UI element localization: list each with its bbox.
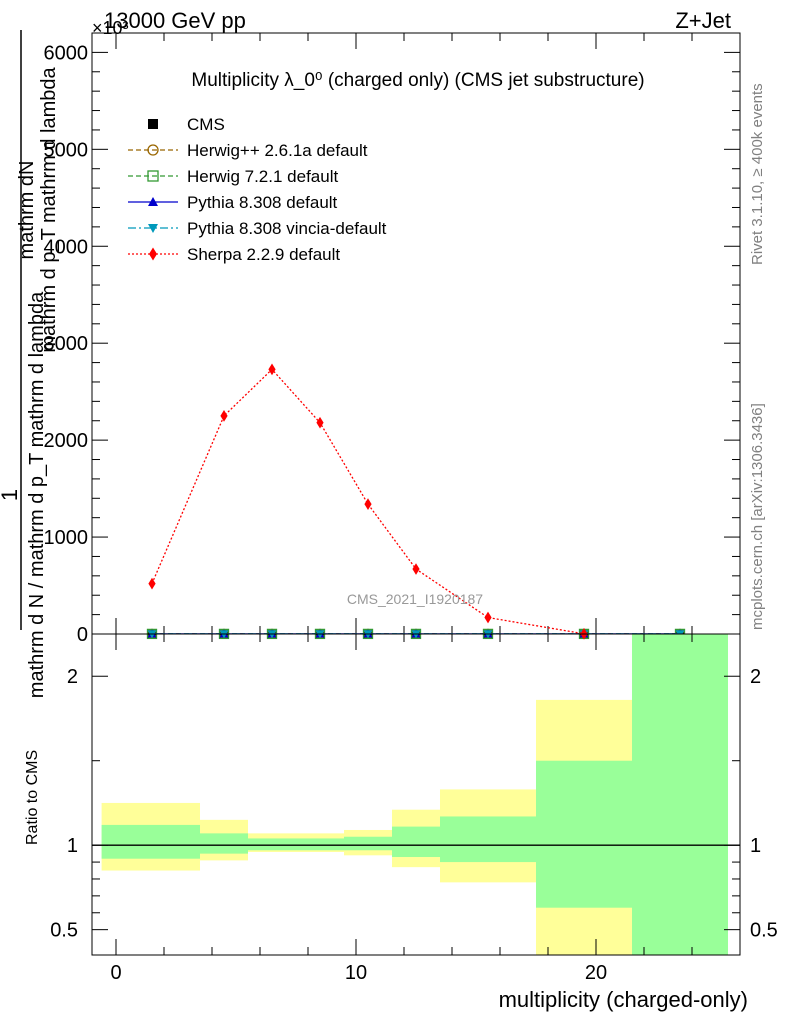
- data-point: [148, 577, 156, 590]
- ratio-x-tick-label: 10: [345, 962, 367, 984]
- ratio-y-axis-label: Ratio to CMS: [24, 750, 41, 845]
- ratio-x-tick-label: 0: [110, 962, 121, 984]
- main-y-tick-label: 1000: [44, 527, 89, 549]
- ratio-inner-band: [632, 634, 728, 955]
- legend-entry: Herwig 7.2.1 default: [187, 167, 338, 186]
- legend-marker: [148, 224, 158, 233]
- mcplots-label: mcplots.cern.ch [arXiv:1306.3436]: [749, 403, 766, 630]
- legend-marker: [148, 119, 158, 129]
- ratio-y-tick-label-right: 1: [750, 835, 761, 857]
- energy-label: 13000 GeV pp: [104, 8, 246, 33]
- legend-entry: Pythia 8.308 default: [187, 193, 338, 212]
- ratio-inner-band: [440, 816, 536, 863]
- ratio-inner-band: [344, 836, 392, 851]
- ratio-y-tick-label: 2: [67, 666, 78, 688]
- main-y-tick-label: 3000: [44, 333, 89, 355]
- series-line: [151, 368, 585, 635]
- rivet-label: Rivet 3.1.10, ≥ 400k events: [749, 83, 766, 265]
- main-y-tick-label: 5000: [44, 139, 89, 161]
- y-label-denominator: mathrm d N / mathrm d p_T mathrm d lambd…: [26, 291, 48, 698]
- data-point: [316, 416, 324, 429]
- data-point: [412, 563, 420, 575]
- ratio-y-tick-label-right: 0.5: [750, 920, 778, 942]
- main-y-axis-label: mathrm dN mathrm d p_T mathrm d lambda 1…: [0, 30, 60, 698]
- main-panel: 0 1000 2000 3000 4000 5000 6000 CMS_2021_I1920…: [0, 30, 741, 698]
- legend-entry: Herwig++ 2.6.1a default: [187, 141, 368, 160]
- ratio-bands: [101, 634, 728, 955]
- main-y-ticks: 0 1000 2000 3000 4000 5000 6000: [44, 33, 740, 646]
- legend-entry: CMS: [187, 115, 225, 134]
- ratio-y-tick-label-right: 2: [750, 666, 761, 688]
- main-y-tick-label: 4000: [44, 236, 89, 258]
- ratio-inner-band: [101, 824, 200, 859]
- main-y-tick-label: 6000: [44, 42, 89, 64]
- process-label: Z+Jet: [675, 8, 731, 33]
- ratio-frame: [91, 633, 741, 956]
- legend-entry: Sherpa 2.2.9 default: [187, 245, 340, 264]
- ratio-inner-band: [392, 826, 440, 858]
- ratio-inner-band: [536, 760, 632, 908]
- ratio-inner-band: [200, 833, 248, 854]
- y-label-numerator: 1: [0, 489, 22, 501]
- ratio-x-axis-label: multiplicity (charged-only): [499, 987, 748, 1012]
- data-point: [364, 498, 372, 510]
- legend-marker: [149, 247, 157, 261]
- main-y-tick-label: 0: [77, 624, 88, 646]
- ratio-panel: 0.5 0.51 12 20 10 20 Ratio to CMS multiplicit…: [24, 633, 778, 1012]
- ratio-y-tick-label: 1: [67, 835, 78, 857]
- ratio-ticks: 0.5 0.51 12 20 10 20: [50, 634, 778, 984]
- data-point: [484, 611, 492, 624]
- ratio-y-tick-label: 0.5: [50, 920, 78, 942]
- main-y-tick-label: 2000: [44, 430, 89, 452]
- legend-marker: [147, 144, 159, 156]
- main-title: Multiplicity λ_0⁰ (charged only) (CMS je…: [191, 70, 644, 91]
- y-label-frac-bottom: mathrm d p_T mathrm d lambda: [38, 66, 60, 352]
- legend-marker: [148, 197, 158, 206]
- legend-entry: Pythia 8.308 vincia-default: [187, 219, 387, 238]
- legend: CMS Herwig++ 2.6.1a default Herwig 7.2.1 d…: [128, 115, 387, 264]
- main-watermark: CMS_2021_I1920187: [347, 591, 483, 607]
- y-label-frac-top: mathrm dN: [16, 161, 38, 260]
- data-point: [220, 410, 228, 422]
- data-point: [268, 363, 276, 376]
- ratio-x-tick-label: 20: [585, 962, 607, 984]
- ratio-inner-band: [248, 838, 344, 851]
- legend-marker: [147, 170, 159, 182]
